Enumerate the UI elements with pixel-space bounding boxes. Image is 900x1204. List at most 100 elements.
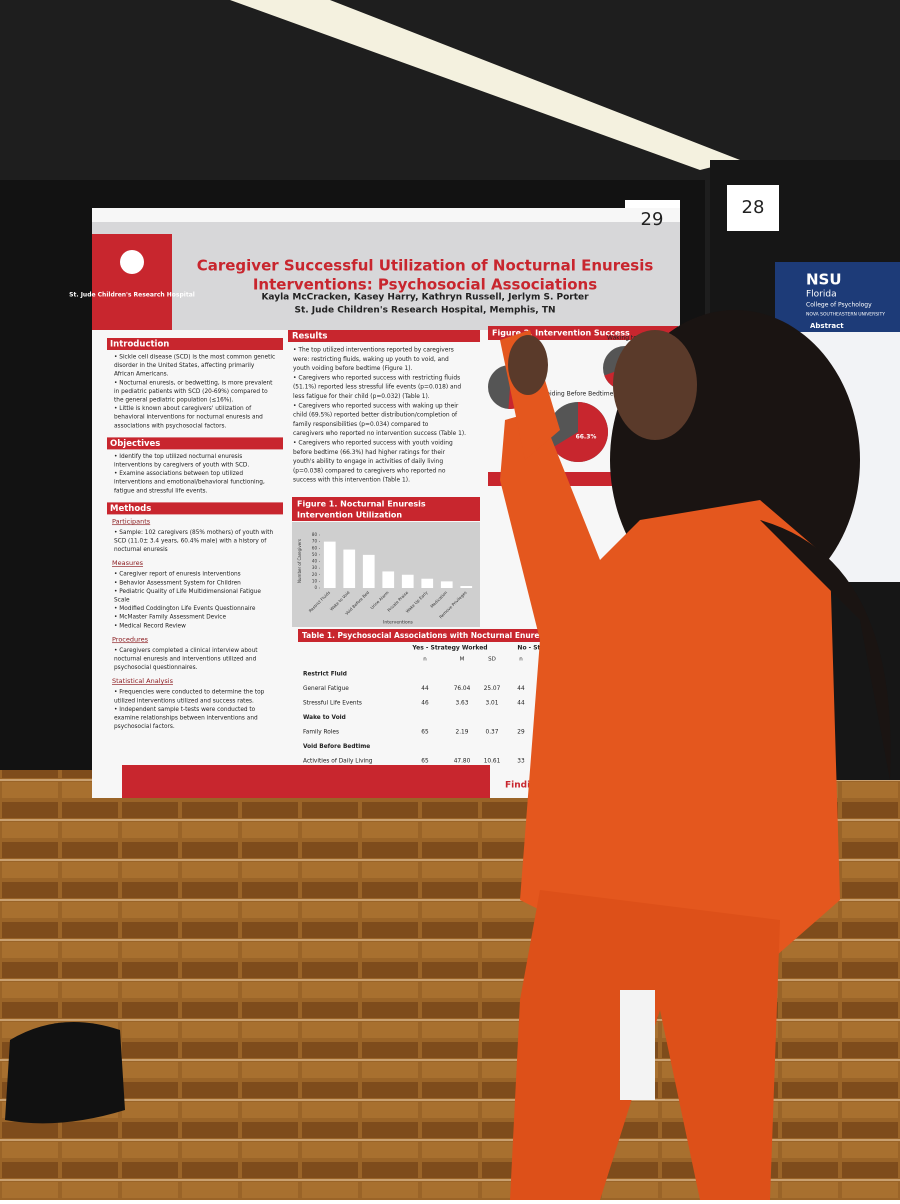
body-text: • Medical Record Review [114,623,186,629]
figure-title: Figure 1. Nocturnal Enuresis [297,500,426,509]
side-poster-header [775,262,900,332]
subheading: Measures [112,559,144,567]
side-poster-text: NSU [806,271,842,289]
side-poster-text: NOVA SOUTHEASTERN UNIVERSITY [806,312,885,318]
pie-label: Waking to V [607,335,644,342]
table-cell: 0.37 [486,730,499,736]
bar [343,549,356,588]
poster-footer [122,765,490,798]
poster-header [92,222,680,330]
section-heading: Introduction [110,340,169,350]
body-text: youth voiding before bedtime (Figure 1). [293,366,413,372]
x-axis-label: Interventions [383,620,413,626]
table-row-label: Void Before Bedtime [303,744,370,750]
table-cell: 47.80 [454,759,471,765]
table-cell: 65 [421,759,429,765]
body-text: fatigue and stressful life events. [114,488,208,494]
section-heading: Methods [110,504,151,514]
subheading: Statistical Analysis [112,677,174,685]
y-tick-label: 50 [312,552,318,557]
body-text: associations with psychosocial factors. [114,423,227,429]
logo-text: St. Jude Children's Research Hospital [69,292,195,299]
table-cell: 44 [421,686,429,692]
bar [323,541,336,588]
pie-label: Voiding Before Bedtime [543,391,614,398]
body-text: • The top utilized interventions reporte… [293,348,454,354]
bar [401,574,414,588]
table-row-label: Stressful Life Events [303,701,362,707]
table-cell: 76.04 [454,686,471,692]
body-text: nocturnal enuresis [114,547,168,553]
ceiling-light [230,0,740,170]
board-number: 29 [641,209,664,230]
table-cell: 10.61 [484,759,501,765]
body-text: were: restricting fluids, waking up yout… [293,357,449,363]
body-text: behavioral interventions for nocturnal e… [114,415,263,421]
table-cell: 44 [517,701,525,707]
board-number: 28 [742,197,765,218]
body-text: interventions by caregivers of youth wit… [114,463,249,469]
body-text: interventions and emotional/behavioral f… [114,480,265,486]
side-poster-text: College of Psychology [806,302,872,309]
figure-title: Figure 2. Intervention Success [492,329,630,338]
bar [382,571,395,588]
y-tick-label: 10 [312,578,318,583]
logo-block [92,234,172,330]
section-bar [107,338,283,350]
hand [508,335,548,395]
body-text: psychosocial factors. [114,724,175,730]
body-text: • Pediatric Quality of Life Multidimensi… [114,589,261,595]
bar [440,581,453,588]
body-text: • Sample: 102 caregivers (85% mothers) o… [114,530,273,536]
poster-tube [620,990,655,1100]
poster-authors: Kayla McCracken, Kasey Harry, Kathryn Ru… [261,293,589,303]
section-heading: Objectives [110,439,160,449]
pie-value-label: 66.3% [576,434,597,441]
body-text: • Caregivers who reported success with y… [293,441,453,447]
table-cell: 2.19 [456,730,469,736]
bar [460,586,473,588]
y-axis-label: Number of Caregivers [297,539,302,583]
y-tick-label: 40 [312,559,318,564]
body-text: nocturnal enuresis and interventions uti… [114,657,257,663]
body-text: • Caregivers completed a clinical interv… [114,648,258,654]
bar [362,554,375,588]
body-text: SCD (11.0± 3.4 years, 60.4% male) with a… [114,539,267,545]
side-poster-text: Florida [806,290,837,300]
body-text: in pediatric patients with SCD (20-69%) … [114,389,268,395]
body-text: (p=0.038) compared to caregivers who rep… [293,468,446,474]
subheading: Procedures [112,635,149,643]
body-text: • Frequencies were conducted to determin… [114,690,265,696]
table-cell: 44 [517,686,525,692]
table-row-label: Wake to Void [303,715,346,721]
body-text: • Caregivers who reported success with w… [293,403,459,409]
figure-title-bar [292,497,480,521]
board-number [727,185,779,231]
body-text: • Modified Coddington Life Events Questi… [114,606,256,612]
table-cell: 3.01 [486,701,499,707]
body-text: • Examine associations between top utili… [114,471,243,477]
table-cell: 29 [517,730,525,736]
y-tick-label: 70 [312,539,318,544]
figure-title-bar [488,326,678,340]
table-cell: 46 [421,701,429,707]
poster-footer-text: Finding [505,781,543,791]
body-text: success with this intervention (Table 1)… [293,478,410,484]
table-title: Table 1. Psychosocial Associations with … [302,631,539,640]
y-tick-label: 0 [314,585,317,590]
body-text: • Little is known about caregivers' util… [114,406,252,412]
table-column-header: M [460,657,465,663]
body-text: (51.1%) reported less stressful life eve… [293,385,461,391]
section-heading: Results [292,332,327,342]
table-title-bar [298,629,558,642]
handbag [5,1022,125,1124]
table-cell: 25.07 [484,686,501,692]
y-tick-label: 20 [312,572,318,577]
table-row-label: Activities of Daily Living [303,759,373,765]
body-text: African Americans. [114,372,169,378]
body-text: psychosocial questionnaires. [114,665,198,671]
body-text: • Sickle cell disease (SCD) is the most … [114,355,275,361]
body-text: family responsibilities (p=0.034) compar… [293,422,429,428]
body-text: • Caregiver report of enuresis intervent… [114,572,241,578]
table-cell: 3.63 [456,701,469,707]
